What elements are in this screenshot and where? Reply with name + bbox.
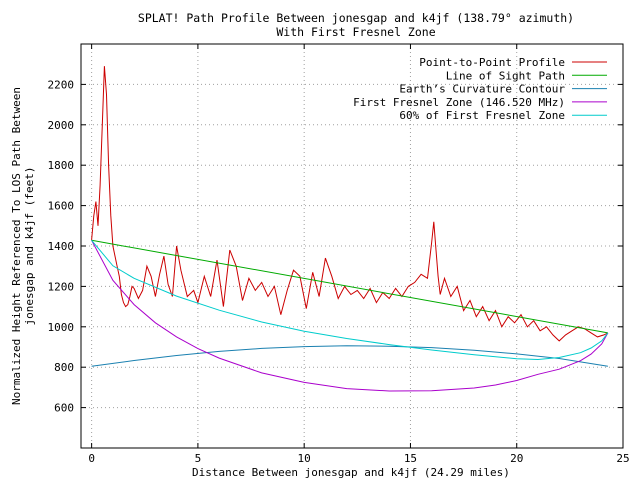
legend-label: Earth’s Curvature Contour [399, 83, 565, 96]
x-tick-label: 15 [404, 452, 417, 465]
plot-frame [80, 43, 624, 449]
y-axis-ticks: 600 800 1000 1200 1400 1600 1800 2000 2200 [48, 78, 623, 415]
x-tick-label: 0 [88, 452, 95, 465]
chart-title: SPLAT! Path Profile Between jonesgap and… [138, 11, 574, 25]
x-tick-label: 10 [298, 452, 311, 465]
y-tick-label: 800 [54, 361, 74, 374]
series-line-point-to-point-profile [91, 66, 609, 342]
series-line-earth-s-curvature-contour [91, 345, 608, 367]
x-axis-label: Distance Between jonesgap and k4jf (24.2… [192, 466, 510, 479]
legend-label: Line of Sight Path [446, 69, 565, 82]
legend-label: 60% of First Fresnel Zone [399, 109, 565, 122]
chart-subtitle: With First Fresnel Zone [276, 25, 435, 39]
y-tick-label: 2000 [48, 119, 75, 132]
series-line-60-of-first-fresnel-zone [91, 239, 609, 361]
legend-label: Point-to-Point Profile [419, 56, 565, 69]
y-tick-label: 1000 [48, 321, 75, 334]
y-tick-label: 1600 [48, 200, 75, 213]
legend-label: First Fresnel Zone (146.520 MHz) [353, 96, 565, 109]
series-line-first-fresnel-zone-146-520-mhz [91, 240, 609, 392]
x-axis-ticks: 0 5 10 15 20 25 [88, 44, 630, 465]
x-tick-label: 5 [195, 452, 202, 465]
y-axis-label-line2: jonesgap and k4jf (feet) [23, 167, 36, 326]
y-tick-label: 1200 [48, 280, 75, 293]
x-tick-label: 20 [510, 452, 523, 465]
y-axis-label: Normalized Height Referenced To LOS Path… [10, 87, 36, 405]
y-tick-label: 1800 [48, 159, 75, 172]
x-tick-label: 25 [616, 452, 629, 465]
series-line-line-of-sight-path [91, 239, 608, 334]
y-tick-label: 600 [54, 402, 74, 415]
y-axis-label-line1: Normalized Height Referenced To LOS Path… [10, 87, 23, 405]
y-tick-label: 1400 [48, 240, 75, 253]
y-tick-label: 2200 [48, 78, 75, 91]
series-lines [91, 66, 609, 392]
